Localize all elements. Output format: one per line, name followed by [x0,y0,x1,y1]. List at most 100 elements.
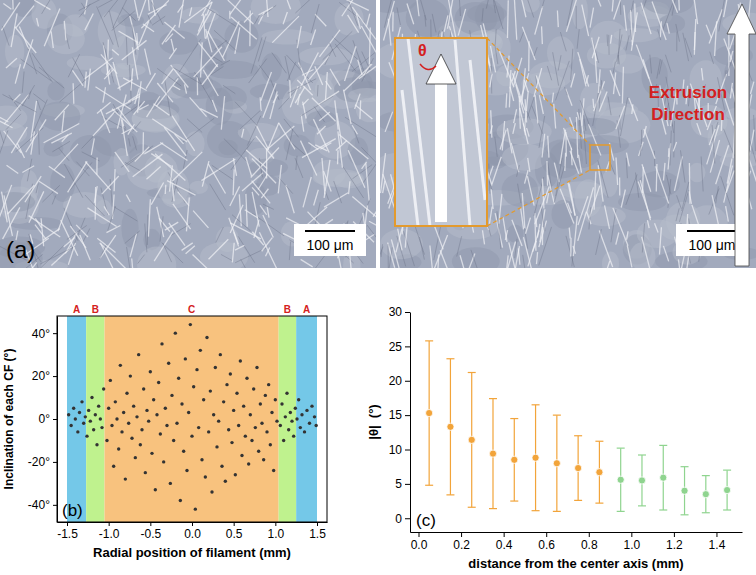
error-bar-group [617,448,625,511]
fiber-texture [616,106,625,129]
angle-arc [420,64,436,70]
fiber-texture [160,142,187,160]
fiber-texture [634,4,636,32]
fiber-texture [153,104,169,116]
fiber-texture [592,38,597,61]
fiber-texture [680,150,685,182]
tick-label: 25 [389,340,403,354]
fiber-texture [430,19,431,39]
fiber-texture [676,32,677,51]
fiber-texture [12,0,14,9]
fiber-texture [68,243,75,265]
fiber-texture [194,47,222,77]
fiber-texture [104,0,119,17]
error-bar-group [574,436,582,501]
fiber-texture [113,0,129,28]
fiber-texture [156,78,178,106]
fiber-texture [592,99,594,108]
fiber-texture [668,148,670,157]
texture-patch [574,179,602,216]
region-band [279,316,297,522]
fiber-texture [524,91,528,131]
error-bar-group [446,359,454,495]
texture-patch [290,73,335,111]
tick: 1.2 [666,532,683,552]
fiber-texture [618,55,619,64]
fiber-texture [525,218,530,234]
fiber-texture [750,82,753,94]
data-point [99,417,102,420]
fiber-texture [361,147,376,172]
plot-area [425,341,731,515]
data-point [102,387,105,390]
data-point [249,413,252,416]
fiber-texture [492,0,496,13]
error-bar-group [553,415,561,511]
fiber-texture [613,62,615,74]
fiber-texture [96,157,98,174]
fiber-texture [517,165,520,177]
texture-patch [189,181,208,194]
fiber-texture [256,125,269,150]
fiber-texture [655,223,659,232]
error-bar-cap [574,500,582,501]
fiber-texture [366,163,369,200]
data-point [254,426,257,429]
tick-label: 20° [32,369,50,383]
fiber-texture [172,152,202,181]
fiber-texture [267,207,269,218]
data-point [279,424,282,427]
data-point [275,419,278,422]
data-point [204,475,207,478]
fiber-texture [676,208,679,221]
fiber-texture [471,250,477,268]
fiber-texture [636,45,649,79]
fiber-texture [133,121,141,131]
data-point [511,456,518,463]
fiber-texture [647,220,649,228]
fiber-texture [644,129,655,159]
fiber-texture [334,181,342,203]
tick: 0.2 [453,532,470,552]
arrow-shaft [435,80,447,222]
data-point [285,392,288,395]
tick: 1.0 [623,532,640,552]
data-point [105,439,108,442]
tick-label: 10 [389,443,403,457]
fiber-texture [212,165,233,179]
fiber-texture [385,112,393,132]
data-point [169,482,172,485]
fiber-texture [631,10,633,45]
fiber-texture [458,9,465,36]
fiber-texture [730,33,735,49]
fiber-texture [229,11,230,19]
fiber-texture [676,24,680,42]
data-point [162,460,165,463]
fiber-texture [355,105,372,119]
fiber-texture [190,7,192,16]
fiber-texture [361,26,376,56]
fiber-texture [397,236,406,266]
fiber-texture [144,143,163,154]
fiber-texture [579,155,582,173]
fiber-texture [536,75,544,100]
fiber-texture [49,166,65,177]
fiber-texture [200,109,218,118]
fiber-texture [80,235,90,260]
data-point [95,443,98,446]
tick-mark [716,532,717,537]
tick-mark [192,522,193,526]
fiber-texture [113,169,115,191]
fiber-texture [388,244,389,268]
fiber-texture [624,5,627,30]
fiber-texture [586,75,588,84]
fiber-texture [184,2,212,23]
scale-bar [305,230,355,232]
data-point [207,430,210,433]
data-point [468,436,475,443]
fiber-texture [577,29,579,48]
error-bar-cap [553,415,561,416]
fiber-texture [308,143,318,150]
fiber-texture [206,29,212,52]
fiber-texture [407,4,414,25]
